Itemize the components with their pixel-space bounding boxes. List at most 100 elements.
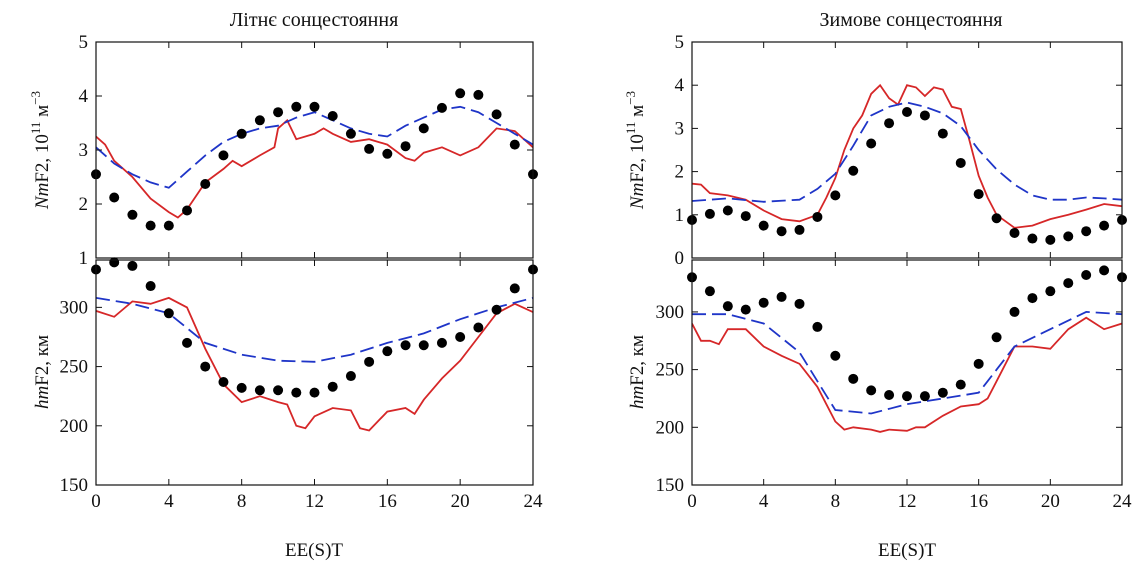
- summer-nmf2-ytick-label: 3: [79, 140, 89, 161]
- summer-nmf2-obs-point-4: [163, 220, 174, 231]
- winter-hmf2-obs-point-9: [848, 373, 859, 384]
- winter-hmf2-xtick-label: 12: [898, 491, 917, 512]
- summer-hmf2-obs-point-9: [254, 385, 265, 396]
- winter-nmf2-obs-point-23: [1099, 220, 1110, 231]
- summer-hmf2-obs-point-18: [418, 340, 429, 351]
- svg-text:hmF2, км: hmF2, км: [627, 335, 648, 409]
- winter-nmf2-obs-point-2: [722, 205, 733, 216]
- winter-nmf2-ytick-label: 1: [675, 205, 685, 226]
- winter-hmf2-obs-point-4: [758, 297, 769, 308]
- summer-nmf2-obs-point-7: [218, 150, 229, 161]
- winter-hmf2-obs-point-7: [812, 321, 823, 332]
- summer-hmf2-obs-point-2: [127, 260, 138, 271]
- summer-nmf2-obs-point-22: [491, 109, 502, 120]
- summer-nmf2-obs-point-8: [236, 128, 247, 139]
- summer-nmf2-obs-point-1: [109, 192, 120, 203]
- winter-hmf2-obs-point-12: [902, 391, 912, 402]
- summer-nmf2-obs-point-12: [309, 101, 320, 112]
- summer-hmf2-xtick-label: 16: [378, 491, 397, 512]
- winter-nmf2-obs-point-21: [1063, 231, 1074, 242]
- summer-nmf2-obs-point-5: [182, 205, 193, 216]
- winter-hmf2-xtick-label: 4: [759, 491, 769, 512]
- summer-hmf2-obs-point-8: [236, 382, 247, 393]
- winter-nmf2-obs-point-11: [884, 118, 895, 129]
- summer-nmf2-ytick-label: 1: [79, 248, 89, 269]
- winter-nmf2-dashed-line: [692, 101, 1122, 203]
- winter-nmf2-obs-point-4: [758, 220, 769, 231]
- summer-hmf2-frame: [95, 259, 534, 486]
- summer-hmf2-obs-point-22: [491, 304, 502, 315]
- winter-hmf2-frame: [691, 259, 1123, 486]
- summer-hmf2-ytick-label: 300: [60, 297, 89, 318]
- winter-nmf2-obs-point-16: [973, 189, 984, 200]
- winter-xlabel: EE(S)T: [878, 540, 936, 561]
- summer-hmf2-xtick-label: 12: [305, 491, 324, 512]
- winter-nmf2-ytick-label: 4: [675, 75, 685, 96]
- winter-nmf2-ytick-label: 2: [675, 162, 685, 183]
- summer-nmf2-panel: 1 2 3 4 5: [79, 32, 538, 269]
- winter-hmf2-obs-point-22: [1081, 270, 1092, 280]
- summer-nmf2-dashed-line: [96, 105, 533, 189]
- winter-nmf2-obs-point-6: [794, 224, 805, 235]
- summer-hmf2-obs-point-6: [200, 361, 211, 372]
- winter-nmf2-obs-point-10: [866, 138, 877, 149]
- summer-nmf2-frame: [95, 41, 534, 259]
- winter-hmf2-obs-point-16: [973, 358, 984, 369]
- summer-hmf2-xtick-label: 0: [91, 491, 101, 512]
- summer-hmf2-ytick-label: 250: [60, 357, 89, 378]
- summer-hmf2-obs-point-5: [182, 337, 193, 348]
- winter-hmf2-xtick-label: 16: [969, 491, 988, 512]
- summer-hmf2-obs-point-19: [436, 337, 447, 348]
- winter-nmf2-frame: [691, 41, 1123, 259]
- summer-hmf2-solid-line: [96, 296, 533, 432]
- winter-hmf2-panel: 150 200 250 300 0 4 8 12 16 20 24: [656, 259, 1132, 512]
- winter-nmf2-obs-point-19: [1027, 233, 1038, 244]
- summer-nmf2-obs-point-23: [509, 139, 520, 150]
- winter-hmf2-obs-point-15: [955, 379, 966, 390]
- summer-hmf2-obs-point-16: [382, 346, 393, 357]
- summer-nmf2-obs-point-13: [327, 110, 338, 121]
- summer-hmf2-obs-point-1: [109, 257, 120, 268]
- winter-nmf2-obs-point-14: [937, 128, 948, 139]
- winter-column-title: Зимове сонцестояння: [819, 9, 1002, 31]
- winter-nmf2-obs-point-12: [902, 106, 912, 117]
- winter-hmf2-obs-point-18: [1009, 306, 1020, 317]
- winter-nmf2-obs-point-9: [848, 165, 859, 176]
- winter-hmf2-ytick-label: 250: [656, 360, 685, 381]
- summer-hmf2-obs-point-12: [309, 387, 320, 398]
- winter-nmf2-ylabel: NmF2, 1011 м−3: [623, 91, 648, 210]
- summer-hmf2-xtick-label: 20: [451, 491, 470, 512]
- summer-nmf2-obs-point-19: [436, 102, 447, 113]
- summer-nmf2-ylabel: NmF2, 1011 м−3: [28, 91, 53, 210]
- winter-nmf2-obs-point-13: [919, 110, 930, 121]
- winter-hmf2-solid-line: [692, 316, 1122, 433]
- winter-nmf2-plot-area: [692, 83, 1122, 229]
- winter-nmf2-obs-point-20: [1045, 234, 1056, 245]
- summer-hmf2-obs-point-23: [509, 283, 520, 294]
- summer-hmf2-obs-point-21: [473, 322, 484, 333]
- summer-nmf2-obs-point-21: [473, 89, 484, 100]
- winter-nmf2-obs-point-18: [1009, 227, 1020, 238]
- winter-hmf2-obs-point-8: [830, 350, 841, 361]
- summer-nmf2-ytick-label: 5: [79, 32, 89, 53]
- svg-text:NmF2, 1011 м−3: NmF2, 1011 м−3: [28, 91, 53, 210]
- summer-nmf2-obs-point-10: [273, 107, 284, 118]
- summer-nmf2-obs-point-14: [345, 128, 356, 139]
- summer-nmf2-obs-point-9: [254, 115, 265, 126]
- summer-hmf2-obs-point-4: [163, 308, 174, 319]
- summer-hmf2-obs-point-14: [345, 371, 356, 382]
- summer-hmf2-ylabel: hmF2, км: [32, 335, 53, 409]
- winter-hmf2-obs-point-23: [1099, 265, 1110, 276]
- summer-nmf2-obs-point-11: [291, 101, 302, 112]
- summer-nmf2-obs-point-15: [364, 143, 375, 154]
- summer-hmf2-obs-point-15: [364, 356, 375, 367]
- summer-hmf2-obs-point-13: [327, 381, 338, 392]
- summer-hmf2-xtick-label: 8: [237, 491, 247, 512]
- winter-hmf2-obs-point-3: [740, 304, 751, 315]
- winter-hmf2-obs-point-21: [1063, 278, 1074, 289]
- winter-hmf2-obs-point-19: [1027, 293, 1038, 304]
- summer-hmf2-xtick-label: 24: [524, 491, 544, 512]
- winter-hmf2-obs-point-17: [991, 332, 1002, 343]
- winter-nmf2-obs-point-1: [704, 208, 715, 219]
